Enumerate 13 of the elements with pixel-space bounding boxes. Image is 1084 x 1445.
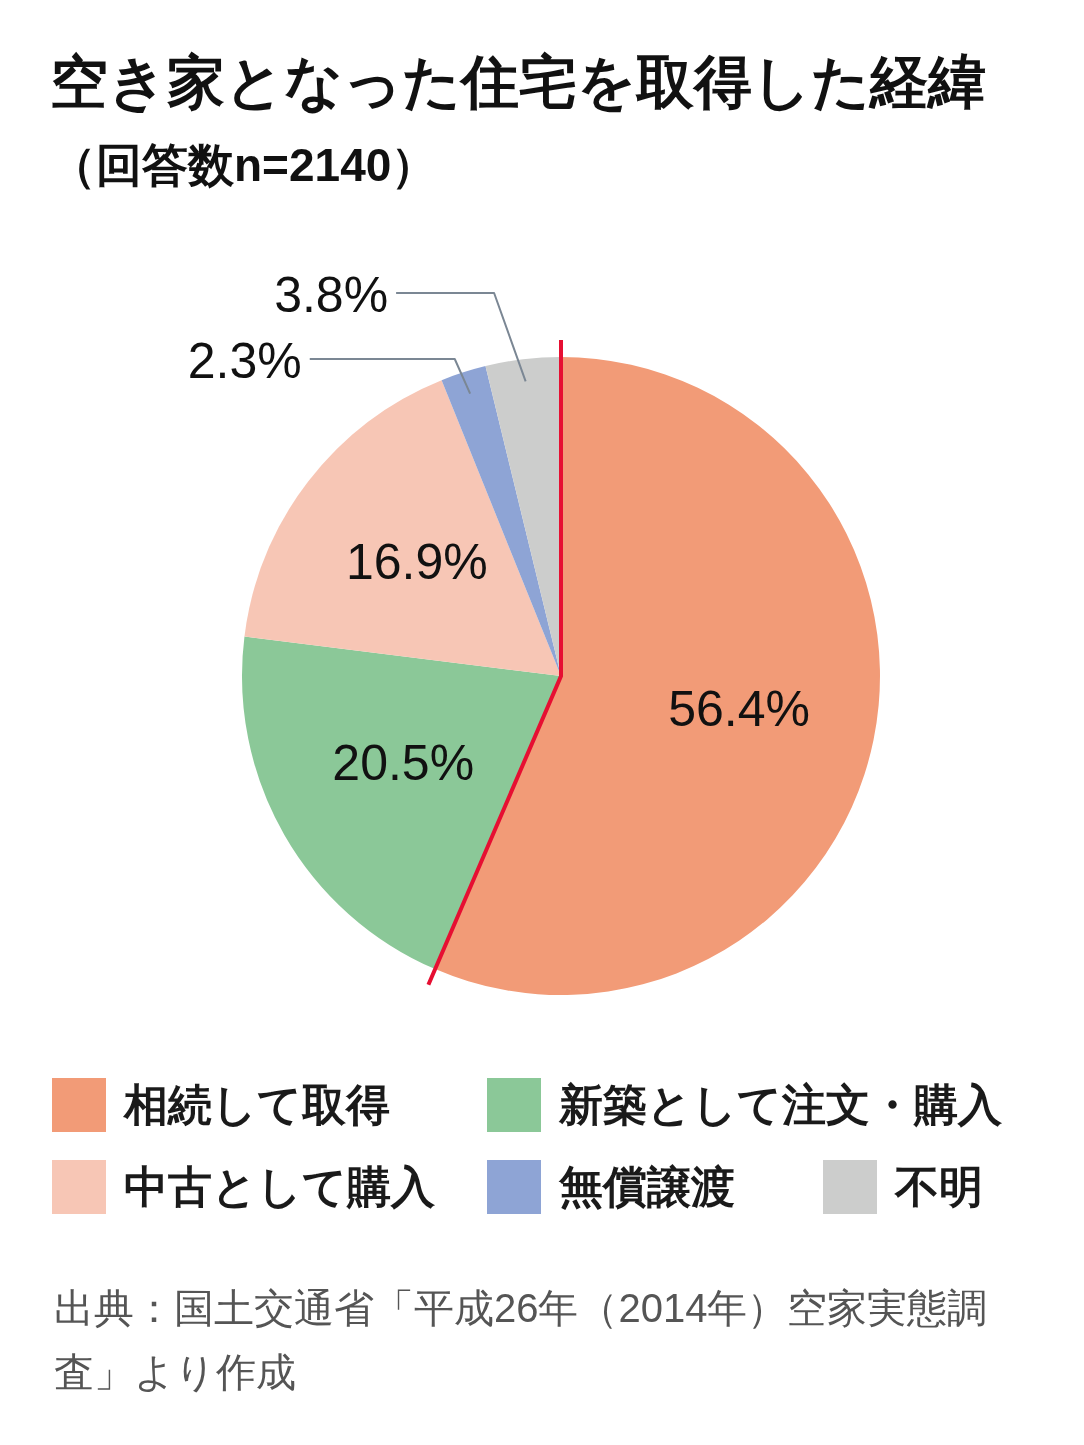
legend-label: 中古として購入 (124, 1161, 435, 1213)
legend-label: 不明 (895, 1161, 983, 1213)
data-label: 2.3% (187, 332, 302, 389)
legend-label: 無償譲渡 (559, 1161, 735, 1213)
chart-subtitle: （回答数n=2140） (50, 138, 438, 193)
data-label: 16.9% (345, 533, 488, 590)
data-label: 3.8% (274, 266, 389, 323)
source-note: 出典：国土交通省「平成26年（2014年）空家実態調査」より作成 (54, 1285, 989, 1396)
legend-label: 新築として注文・購入 (559, 1079, 1002, 1131)
legend-label: 相続して取得 (124, 1079, 390, 1131)
data-label: 56.4% (668, 681, 810, 738)
chart-title: 空き家となった住宅を取得した経緯 (50, 48, 986, 116)
data-label: 20.5% (332, 735, 475, 792)
